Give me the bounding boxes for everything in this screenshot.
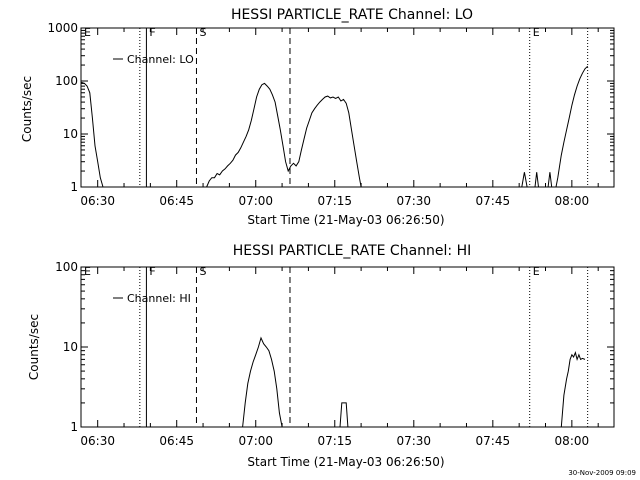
hi-x-tick-label-0: 06:30 [80,434,115,448]
hi-marker-label-5: E [533,265,540,278]
lo-y-ticks: 1 10 100 1000 [47,21,614,194]
hi-y-tick-label-1: 10 [63,340,78,354]
lo-x-tick-label-0: 06:30 [80,194,115,208]
lo-chart-title: HESSI PARTICLE_RATE Channel: LO [231,7,473,23]
lo-legend-label: Channel: LO [127,53,194,66]
hi-x-tick-label-3: 07:15 [317,434,352,448]
generation-timestamp: 30-Nov-2009 09:09 [568,469,636,477]
hi-y-tick-label-0: 1 [70,420,78,434]
lo-legend: Channel: LO [113,53,194,66]
hi-y-tick-label-2: 100 [55,260,78,274]
lo-series-segment-3 [534,172,539,188]
lo-series-segment-4 [547,172,553,188]
hi-chart-title: HESSI PARTICLE_RATE Channel: HI [233,243,471,259]
hi-x-axis-label: Start Time (21-May-03 06:26:50) [247,455,444,469]
hi-x-tick-label-2: 07:00 [238,434,273,448]
hi-series-segment-1 [339,402,349,428]
lo-x-tick-label-3: 07:15 [317,194,352,208]
lo-series-segment-2 [521,172,528,188]
lo-y-axis-label: Counts/sec [20,76,34,142]
lo-x-tick-label-4: 07:30 [396,194,431,208]
hi-plot-frame [80,266,615,428]
hi-marker-label-3: S [199,265,206,278]
lo-marker-label-0: E [84,26,91,39]
lo-x-axis-label: Start Time (21-May-03 06:26:50) [247,213,444,227]
hi-marker-label-0: E [84,265,91,278]
lo-y-tick-label-3: 1000 [47,21,78,35]
hi-series-segment-2 [560,350,586,428]
hi-x-tick-label-4: 07:30 [396,434,431,448]
lo-series-segment-5 [555,65,589,188]
hi-x-tick-label-5: 07:45 [476,434,511,448]
lo-x-tick-label-6: 08:00 [555,194,590,208]
hi-y-ticks: 1 10 100 [55,260,614,434]
lo-series-group [80,65,589,188]
lo-channel-panel: HESSI PARTICLE_RATE Channel: LO Counts/s… [20,7,615,227]
lo-marker-label-2: F [149,26,155,39]
hi-series-segment-0 [242,336,283,428]
hi-marker-label-2: F [149,265,155,278]
hi-x-ticks: 06:30 06:45 07:00 07:15 07:30 07:45 08:00 [80,267,599,448]
lo-x-tick-label-2: 07:00 [238,194,273,208]
hi-legend-label: Channel: HI [127,292,191,305]
lo-y-tick-label-2: 100 [55,74,78,88]
lo-series-segment-0 [80,81,106,188]
lo-x-tick-label-1: 06:45 [159,194,194,208]
lo-x-ticks: 06:30 06:45 07:00 07:15 07:30 07:45 08:00 [80,28,599,208]
lo-x-tick-label-5: 07:45 [476,194,511,208]
hi-x-tick-label-1: 06:45 [159,434,194,448]
hi-legend: Channel: HI [113,292,191,305]
lo-y-tick-label-0: 1 [70,180,78,194]
lo-marker-label-5: E [533,26,540,39]
hi-series-group [242,336,586,428]
lo-series-segment-1 [206,82,364,188]
lo-plot-frame [80,27,615,188]
hi-channel-panel: HESSI PARTICLE_RATE Channel: HI Counts/s… [27,243,615,469]
lo-marker-label-3: S [199,26,206,39]
hi-y-axis-label: Counts/sec [27,314,41,380]
hi-x-tick-label-6: 08:00 [555,434,590,448]
lo-y-tick-label-1: 10 [63,127,78,141]
